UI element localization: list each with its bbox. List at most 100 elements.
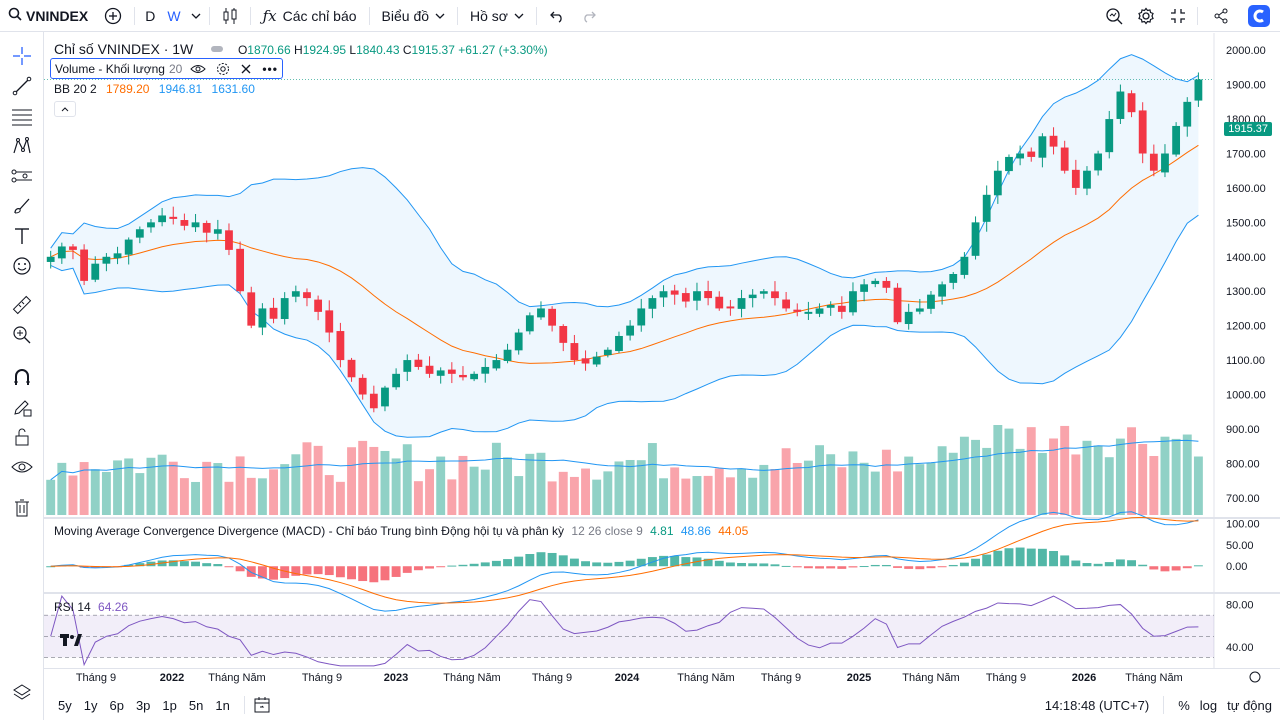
magnet-tool[interactable] <box>7 362 37 392</box>
candle-body <box>57 246 66 259</box>
interval-dropdown-chevron-icon[interactable] <box>187 13 205 19</box>
timeframe-1y[interactable]: 1y <box>83 697 98 713</box>
zoom-tool[interactable] <box>7 320 37 350</box>
fullscreen-button[interactable] <box>1163 1 1193 31</box>
macd-hist-bar <box>514 556 524 567</box>
candle-body <box>247 292 256 326</box>
divider <box>243 696 245 714</box>
candle-body <box>793 309 802 312</box>
candle-body <box>481 366 490 374</box>
candle-body <box>537 308 545 318</box>
clock-label[interactable]: 14:18:48 (UTC+7) <box>1044 697 1150 713</box>
last-price-label: 1915.37 <box>1224 122 1272 136</box>
timeframe-1p[interactable]: 1p <box>162 697 177 713</box>
lock-all-tool[interactable] <box>7 422 37 452</box>
macd-hist-bar <box>369 566 379 583</box>
price-tick-label: 800.00 <box>1226 458 1260 470</box>
collapse-legend-button[interactable] <box>54 101 76 117</box>
ruler-tool[interactable] <box>7 290 37 320</box>
brush-tool[interactable] <box>7 191 37 221</box>
eye-icon[interactable] <box>190 63 207 75</box>
hide-drawings-tool[interactable] <box>7 452 37 482</box>
symbol-search-button[interactable]: VNINDEX <box>0 0 96 32</box>
volume-bar <box>391 458 401 515</box>
volume-bar <box>692 476 702 515</box>
price-chart[interactable]: 2000.001900.001800.001700.001600.001500.… <box>44 33 1280 688</box>
macd-hist-bar <box>859 566 869 568</box>
macd-hist-bar <box>569 558 579 567</box>
volume-bar <box>179 478 189 515</box>
share-icon <box>1214 8 1228 24</box>
candle-body <box>381 387 389 407</box>
volume-bar <box>90 469 100 515</box>
timeframe-1n[interactable]: 1n <box>215 697 230 713</box>
object-tree-button[interactable] <box>7 677 37 707</box>
candle-body <box>982 194 991 222</box>
price-tick-label: 1600.00 <box>1226 183 1266 195</box>
compare-symbol-button[interactable] <box>96 0 130 32</box>
emoji-tool[interactable] <box>7 251 37 281</box>
redo-button[interactable] <box>573 0 605 32</box>
candle-body <box>236 248 245 292</box>
macd-hist-bar <box>1037 548 1047 567</box>
macd-hist-bar <box>815 566 824 569</box>
gear-icon[interactable] <box>216 62 230 76</box>
profile-menu-button[interactable]: Hồ sơ <box>462 0 532 32</box>
close-icon[interactable] <box>240 63 252 75</box>
volume-bar <box>848 451 858 515</box>
candle-body <box>258 308 267 328</box>
volume-bar <box>748 477 758 515</box>
bb-legend: BB 20 2 1789.20 1946.81 1631.60 <box>54 82 255 96</box>
auto-scale-toggle[interactable]: tự động <box>1227 697 1272 713</box>
volume-bar <box>1004 428 1014 515</box>
candle-body <box>102 256 111 264</box>
price-tick-label: 900.00 <box>1226 424 1260 436</box>
candle-body <box>503 349 512 361</box>
settings-button[interactable] <box>1131 1 1161 31</box>
date-range-button[interactable] <box>253 696 271 714</box>
magnet-icon <box>14 369 30 385</box>
candle-body <box>1094 153 1103 171</box>
timeframe-5n[interactable]: 5n <box>188 697 204 713</box>
candle-body <box>960 256 969 275</box>
crosshair-tool[interactable] <box>7 41 37 71</box>
interval-w-button[interactable]: W <box>167 7 181 24</box>
text-tool[interactable] <box>7 221 37 251</box>
function-icon: ƒx <box>262 6 277 25</box>
timeframe-5y[interactable]: 5y <box>58 697 72 713</box>
volume-legend[interactable]: Volume - Khối lượng 20 ••• <box>50 58 283 79</box>
volume-bar <box>46 479 56 515</box>
crosshair-icon <box>13 47 31 65</box>
quick-search-button[interactable] <box>1099 1 1129 31</box>
pattern-tool[interactable] <box>7 131 37 161</box>
volume-bar <box>558 471 568 515</box>
undo-button[interactable] <box>541 0 573 32</box>
log-toggle[interactable]: log <box>1199 697 1218 713</box>
candle-body <box>403 360 412 372</box>
volume-bar <box>235 456 245 515</box>
lock-drawing-tool[interactable] <box>7 392 37 422</box>
timeframe-3p[interactable]: 3p <box>135 697 151 713</box>
remove-drawings-tool[interactable] <box>7 493 37 523</box>
chart-area[interactable]: 2000.00 1900.00 1800.00 1700.00 1600.00 1500.… <box>44 33 1280 688</box>
indicators-button[interactable]: ƒx Các chỉ báo <box>255 0 365 32</box>
forecast-tool[interactable] <box>7 161 37 191</box>
app-logo[interactable] <box>1244 1 1274 31</box>
volume-bar <box>837 467 847 515</box>
share-button[interactable] <box>1206 1 1236 31</box>
rsi-label: RSI 14 <box>54 600 91 614</box>
more-icon[interactable]: ••• <box>262 61 278 76</box>
percent-toggle[interactable]: % <box>1178 697 1190 713</box>
chart-menu-button[interactable]: Biểu đồ <box>374 0 453 32</box>
volume-bar <box>1171 438 1181 515</box>
volume-bar <box>536 452 546 515</box>
candle-body <box>670 290 679 295</box>
volume-bar <box>79 462 89 515</box>
timeframe-6p[interactable]: 6p <box>109 697 124 713</box>
fib-tool[interactable] <box>7 101 37 131</box>
volume-bar <box>547 481 557 515</box>
legend-toggle[interactable] <box>210 46 223 52</box>
interval-d-button[interactable]: D <box>145 7 156 24</box>
trend-line-tool[interactable] <box>7 71 37 101</box>
chart-type-button[interactable] <box>214 0 246 32</box>
